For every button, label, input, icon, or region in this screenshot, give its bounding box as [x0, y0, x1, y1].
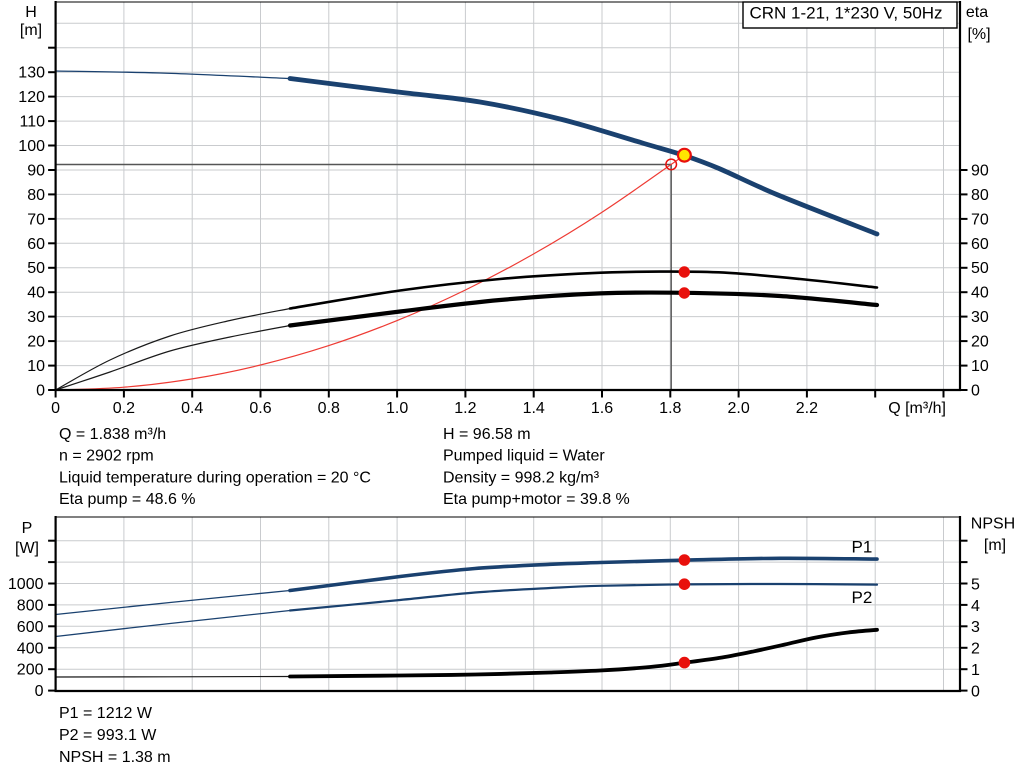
svg-text:80: 80: [971, 187, 989, 204]
svg-text:50: 50: [27, 260, 45, 277]
svg-text:1.0: 1.0: [386, 400, 408, 417]
svg-text:30: 30: [971, 309, 989, 326]
svg-text:400: 400: [17, 640, 44, 657]
svg-text:P2 = 993.1 W: P2 = 993.1 W: [59, 727, 157, 744]
svg-text:4: 4: [971, 598, 980, 615]
svg-text:Q [m³/h]: Q [m³/h]: [888, 400, 946, 417]
svg-text:0: 0: [971, 383, 980, 400]
svg-text:Pumped liquid = Water: Pumped liquid = Water: [443, 448, 605, 465]
svg-text:1.2: 1.2: [454, 400, 476, 417]
svg-text:P2: P2: [852, 588, 873, 607]
svg-text:P1 = 1212 W: P1 = 1212 W: [59, 705, 153, 722]
svg-text:0.8: 0.8: [318, 400, 340, 417]
svg-text:eta: eta: [966, 4, 988, 21]
svg-text:80: 80: [27, 187, 45, 204]
svg-text:n = 2902 rpm: n = 2902 rpm: [59, 448, 154, 465]
svg-text:0: 0: [35, 683, 44, 700]
svg-text:[m]: [m]: [984, 537, 1006, 554]
svg-text:5: 5: [971, 577, 980, 594]
svg-text:30: 30: [27, 309, 45, 326]
svg-text:2.2: 2.2: [796, 400, 818, 417]
svg-text:60: 60: [971, 236, 989, 253]
svg-text:40: 40: [971, 285, 989, 302]
svg-text:Eta pump+motor = 39.8 %: Eta pump+motor = 39.8 %: [443, 491, 630, 508]
svg-text:800: 800: [17, 597, 44, 614]
svg-text:90: 90: [971, 163, 989, 180]
svg-text:NPSH = 1.38 m: NPSH = 1.38 m: [59, 749, 171, 766]
svg-text:P: P: [22, 520, 33, 537]
svg-text:0.6: 0.6: [249, 400, 271, 417]
svg-text:60: 60: [27, 236, 45, 253]
svg-text:Liquid temperature during oper: Liquid temperature during operation = 20…: [59, 469, 371, 486]
svg-text:1000: 1000: [8, 576, 44, 593]
svg-text:1: 1: [971, 662, 980, 679]
svg-text:50: 50: [971, 260, 989, 277]
svg-text:70: 70: [27, 211, 45, 228]
svg-text:2.0: 2.0: [727, 400, 749, 417]
svg-text:130: 130: [18, 65, 45, 82]
svg-text:600: 600: [17, 619, 44, 636]
svg-text:70: 70: [971, 211, 989, 228]
svg-text:0: 0: [51, 400, 60, 417]
svg-text:1.4: 1.4: [523, 400, 545, 417]
svg-text:H: H: [25, 4, 37, 21]
svg-text:Eta pump = 48.6 %: Eta pump = 48.6 %: [59, 491, 196, 508]
svg-text:0: 0: [971, 683, 980, 700]
svg-text:200: 200: [17, 662, 44, 679]
svg-text:100: 100: [18, 138, 45, 155]
svg-text:10: 10: [971, 358, 989, 375]
svg-text:P1: P1: [852, 538, 873, 557]
svg-text:Density = 998.2 kg/m³: Density = 998.2 kg/m³: [443, 469, 600, 486]
svg-text:[%]: [%]: [967, 26, 990, 43]
svg-text:110: 110: [19, 114, 45, 131]
svg-text:[m]: [m]: [20, 22, 42, 39]
svg-text:[W]: [W]: [15, 540, 39, 557]
svg-text:3: 3: [971, 619, 980, 636]
svg-text:40: 40: [27, 285, 45, 302]
svg-text:1.6: 1.6: [591, 400, 613, 417]
svg-text:0.4: 0.4: [181, 400, 203, 417]
svg-text:Q = 1.838 m³/h: Q = 1.838 m³/h: [59, 426, 166, 443]
svg-text:120: 120: [18, 89, 45, 106]
svg-text:NPSH: NPSH: [971, 516, 1015, 533]
svg-text:2: 2: [971, 641, 980, 658]
svg-text:90: 90: [27, 163, 45, 180]
svg-text:0.2: 0.2: [113, 400, 135, 417]
svg-text:H = 96.58 m: H = 96.58 m: [443, 426, 531, 443]
svg-text:20: 20: [27, 334, 45, 351]
svg-text:1.8: 1.8: [659, 400, 681, 417]
svg-text:0: 0: [36, 383, 45, 400]
svg-text:CRN 1-21, 1*230 V, 50Hz: CRN 1-21, 1*230 V, 50Hz: [749, 4, 942, 23]
svg-text:20: 20: [971, 334, 989, 351]
svg-text:10: 10: [27, 358, 45, 375]
